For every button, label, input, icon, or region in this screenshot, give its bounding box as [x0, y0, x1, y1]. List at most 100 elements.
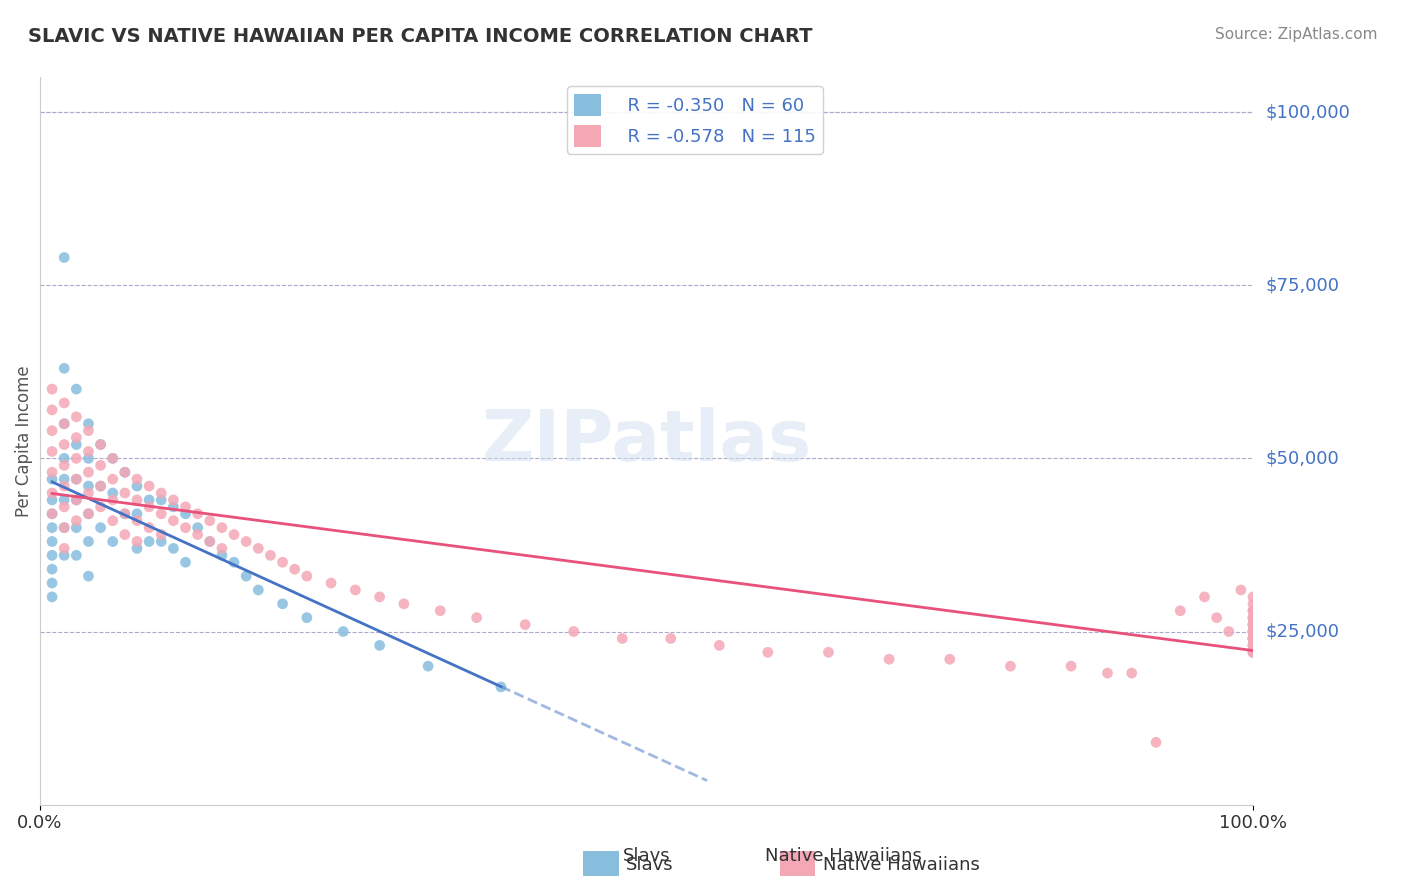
- Point: [65, 382, 87, 396]
- Point: [1241, 639, 1264, 653]
- Point: [41, 507, 63, 521]
- Text: $50,000: $50,000: [1265, 450, 1339, 467]
- Text: $25,000: $25,000: [1265, 623, 1339, 640]
- Point: [138, 492, 160, 507]
- Point: [368, 590, 391, 604]
- Point: [1241, 590, 1264, 604]
- Point: [101, 514, 124, 528]
- Point: [125, 507, 148, 521]
- Point: [90, 437, 112, 451]
- Point: [659, 632, 682, 646]
- Point: [90, 479, 112, 493]
- Point: [319, 576, 342, 591]
- Point: [198, 534, 221, 549]
- Point: [489, 680, 512, 694]
- Legend:   R = -0.350   N = 60,   R = -0.578   N = 115: R = -0.350 N = 60, R = -0.578 N = 115: [567, 87, 823, 154]
- Point: [1241, 624, 1264, 639]
- Point: [125, 541, 148, 556]
- Point: [1241, 645, 1264, 659]
- Text: Slavs: Slavs: [626, 856, 673, 874]
- Point: [41, 403, 63, 417]
- Point: [90, 500, 112, 514]
- Point: [709, 639, 731, 653]
- Point: [65, 521, 87, 535]
- Point: [162, 514, 184, 528]
- Point: [41, 549, 63, 563]
- Point: [211, 549, 233, 563]
- Point: [138, 479, 160, 493]
- Text: Native Hawaiians: Native Hawaiians: [765, 847, 922, 865]
- Point: [295, 610, 318, 624]
- Point: [125, 479, 148, 493]
- Point: [1241, 645, 1264, 659]
- Point: [429, 604, 451, 618]
- Point: [41, 424, 63, 438]
- Point: [1000, 659, 1022, 673]
- Point: [1241, 624, 1264, 639]
- Point: [101, 492, 124, 507]
- Point: [77, 507, 100, 521]
- Text: Slavs: Slavs: [623, 847, 671, 865]
- Point: [114, 507, 136, 521]
- Point: [77, 451, 100, 466]
- Point: [150, 507, 173, 521]
- Point: [1230, 582, 1253, 597]
- Point: [53, 417, 76, 431]
- Point: [1241, 597, 1264, 611]
- Point: [41, 486, 63, 500]
- Point: [150, 486, 173, 500]
- Point: [187, 527, 209, 541]
- Point: [77, 507, 100, 521]
- Point: [77, 417, 100, 431]
- Point: [1241, 645, 1264, 659]
- Point: [65, 437, 87, 451]
- Point: [1241, 632, 1264, 646]
- Point: [53, 437, 76, 451]
- Point: [150, 534, 173, 549]
- Point: [1241, 610, 1264, 624]
- Point: [1097, 666, 1119, 681]
- Point: [187, 507, 209, 521]
- Point: [162, 500, 184, 514]
- Point: [174, 507, 197, 521]
- Point: [65, 514, 87, 528]
- Point: [53, 500, 76, 514]
- Point: [41, 562, 63, 576]
- Point: [53, 521, 76, 535]
- Point: [187, 521, 209, 535]
- Point: [65, 409, 87, 424]
- Point: [125, 514, 148, 528]
- Point: [90, 458, 112, 473]
- Point: [150, 527, 173, 541]
- Point: [295, 569, 318, 583]
- Point: [114, 486, 136, 500]
- Point: [65, 492, 87, 507]
- Point: [174, 521, 197, 535]
- Point: [77, 486, 100, 500]
- Point: [65, 451, 87, 466]
- Point: [174, 555, 197, 569]
- Point: [515, 617, 537, 632]
- Point: [41, 534, 63, 549]
- Point: [817, 645, 839, 659]
- Point: [1241, 632, 1264, 646]
- Point: [114, 465, 136, 479]
- Point: [368, 639, 391, 653]
- Point: [41, 472, 63, 486]
- Point: [53, 549, 76, 563]
- Point: [235, 534, 257, 549]
- Point: [41, 576, 63, 591]
- Point: [1168, 604, 1191, 618]
- Point: [1241, 632, 1264, 646]
- Point: [53, 472, 76, 486]
- Point: [1241, 639, 1264, 653]
- Point: [1205, 610, 1227, 624]
- Point: [114, 465, 136, 479]
- Point: [1241, 617, 1264, 632]
- Point: [41, 492, 63, 507]
- Point: [612, 632, 634, 646]
- Point: [235, 569, 257, 583]
- Point: [90, 479, 112, 493]
- Text: $100,000: $100,000: [1265, 103, 1350, 121]
- Point: [77, 569, 100, 583]
